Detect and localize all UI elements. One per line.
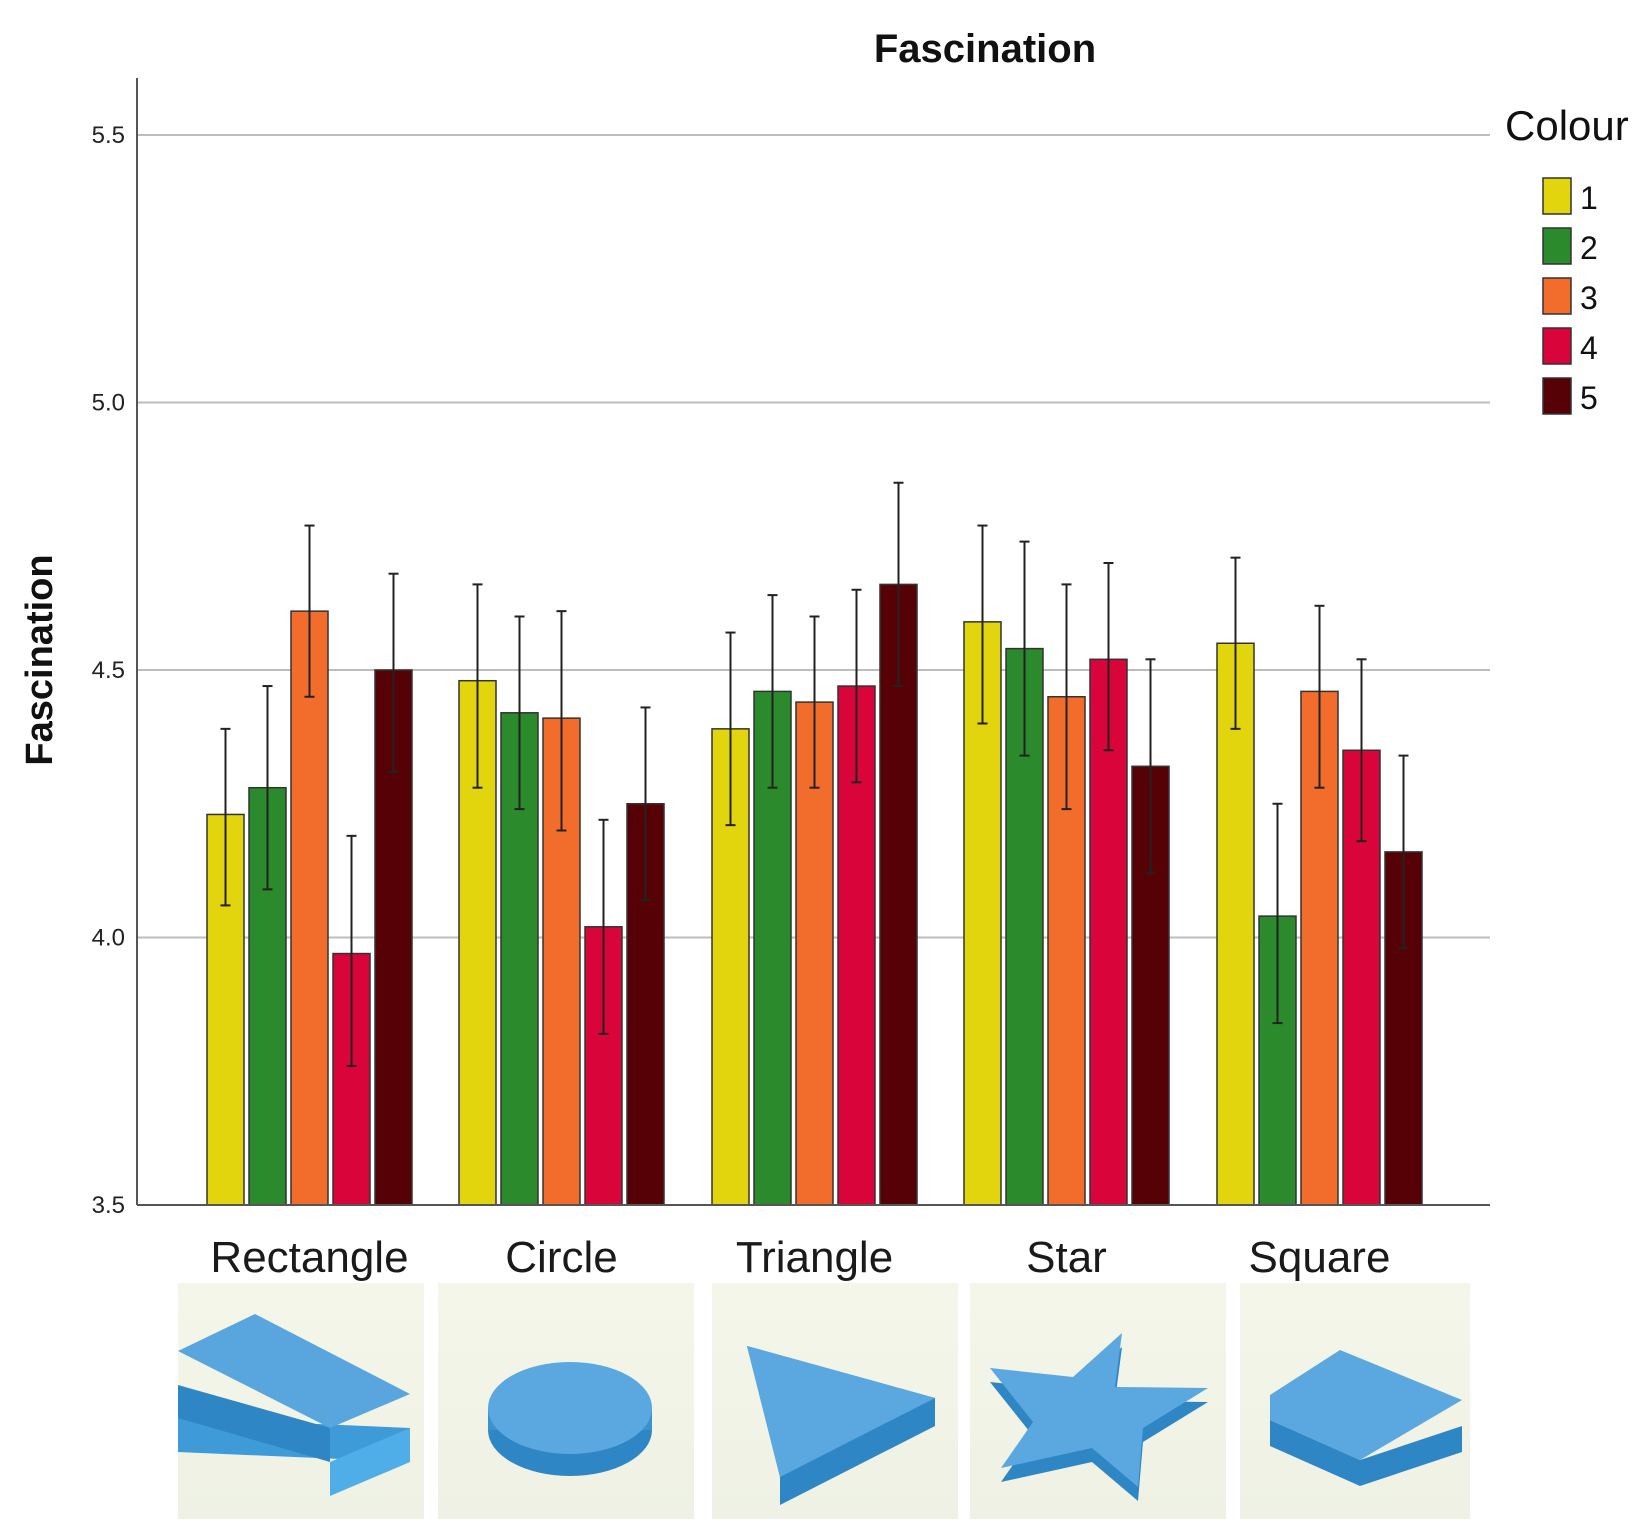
error-bar-triangle-colour-4 — [851, 588, 862, 784]
legend-swatch — [1542, 327, 1572, 365]
legend-label: 5 — [1580, 380, 1598, 416]
chart-title: Fascination — [874, 27, 1096, 71]
y-axis-label: Fascination — [19, 554, 61, 765]
legend-label: 3 — [1580, 280, 1598, 316]
error-bar-star-colour-4 — [1103, 562, 1114, 752]
error-bar-square-colour-1 — [1230, 556, 1241, 730]
legend-item-colour-5: 5 — [1542, 377, 1598, 416]
error-bar-triangle-colour-2 — [767, 594, 778, 789]
bar-rectangle-colour-3 — [290, 610, 329, 1206]
y-tick-label: 5.5 — [92, 122, 125, 149]
error-bar-square-colour-5 — [1398, 754, 1409, 950]
error-bar-rectangle-colour-4 — [346, 834, 357, 1067]
legend-swatch — [1542, 227, 1572, 265]
y-tick-label: 4.0 — [92, 925, 125, 952]
error-bar-triangle-colour-3 — [809, 615, 820, 789]
category-label-square: Square — [1249, 1233, 1391, 1282]
legend-title: Colour — [1505, 102, 1629, 149]
category-label-rectangle: Rectangle — [210, 1233, 408, 1282]
legend-item-colour-3: 3 — [1542, 277, 1598, 316]
error-bar-circle-colour-5 — [640, 706, 651, 902]
error-bar-rectangle-colour-5 — [388, 572, 399, 773]
error-bar-rectangle-colour-3 — [304, 524, 315, 698]
error-bar-circle-colour-1 — [472, 583, 483, 789]
legend-item-colour-4: 4 — [1542, 327, 1598, 366]
error-bars — [220, 481, 1409, 1067]
category-labels: Rectangle Circle Triangle Star Square — [210, 1233, 1390, 1282]
legend-label: 1 — [1580, 180, 1598, 216]
shape-illustrations — [178, 1283, 1470, 1519]
y-tick-label: 5.0 — [92, 390, 125, 417]
y-tick-label: 4.5 — [92, 657, 125, 684]
star-shape-image — [970, 1283, 1226, 1519]
legend-item-colour-2: 2 — [1542, 227, 1598, 266]
error-bar-star-colour-1 — [977, 524, 988, 725]
triangle-shape-image — [712, 1283, 958, 1519]
error-bar-star-colour-3 — [1061, 583, 1072, 811]
error-bar-star-colour-2 — [1019, 540, 1030, 757]
y-tick-label: 3.5 — [92, 1192, 125, 1219]
error-bar-circle-colour-4 — [598, 818, 609, 1035]
error-bar-star-colour-5 — [1145, 658, 1156, 875]
error-bar-rectangle-colour-1 — [220, 727, 231, 907]
legend-swatch — [1542, 377, 1572, 415]
error-bar-square-colour-2 — [1272, 802, 1283, 1025]
bar-triangle-colour-5 — [879, 583, 918, 1206]
error-bar-rectangle-colour-2 — [262, 685, 273, 891]
rectangle-shape-image — [178, 1283, 424, 1519]
legend: Colour 1 2 3 4 5 — [1505, 102, 1629, 416]
category-label-circle: Circle — [505, 1233, 617, 1282]
category-label-star: Star — [1026, 1233, 1107, 1282]
legend-item-colour-1: 1 — [1542, 177, 1598, 216]
square-shape-image — [1240, 1283, 1470, 1519]
legend-swatch — [1542, 277, 1572, 315]
error-bar-circle-colour-2 — [514, 615, 525, 811]
legend-label: 2 — [1580, 230, 1598, 266]
circle-shape-image — [438, 1283, 694, 1519]
error-bar-square-colour-3 — [1314, 604, 1325, 789]
error-bar-triangle-colour-5 — [893, 481, 904, 688]
error-bar-circle-colour-3 — [556, 610, 567, 832]
error-bar-square-colour-4 — [1356, 658, 1367, 843]
bar-rectangle-colour-5 — [374, 669, 413, 1206]
category-label-triangle: Triangle — [736, 1233, 893, 1282]
error-bar-triangle-colour-1 — [725, 631, 736, 827]
legend-label: 4 — [1580, 330, 1598, 366]
legend-swatch — [1542, 177, 1572, 215]
y-tick-labels: 3.5 4.0 4.5 5.0 5.5 — [92, 122, 125, 1219]
axes — [136, 78, 1490, 1206]
